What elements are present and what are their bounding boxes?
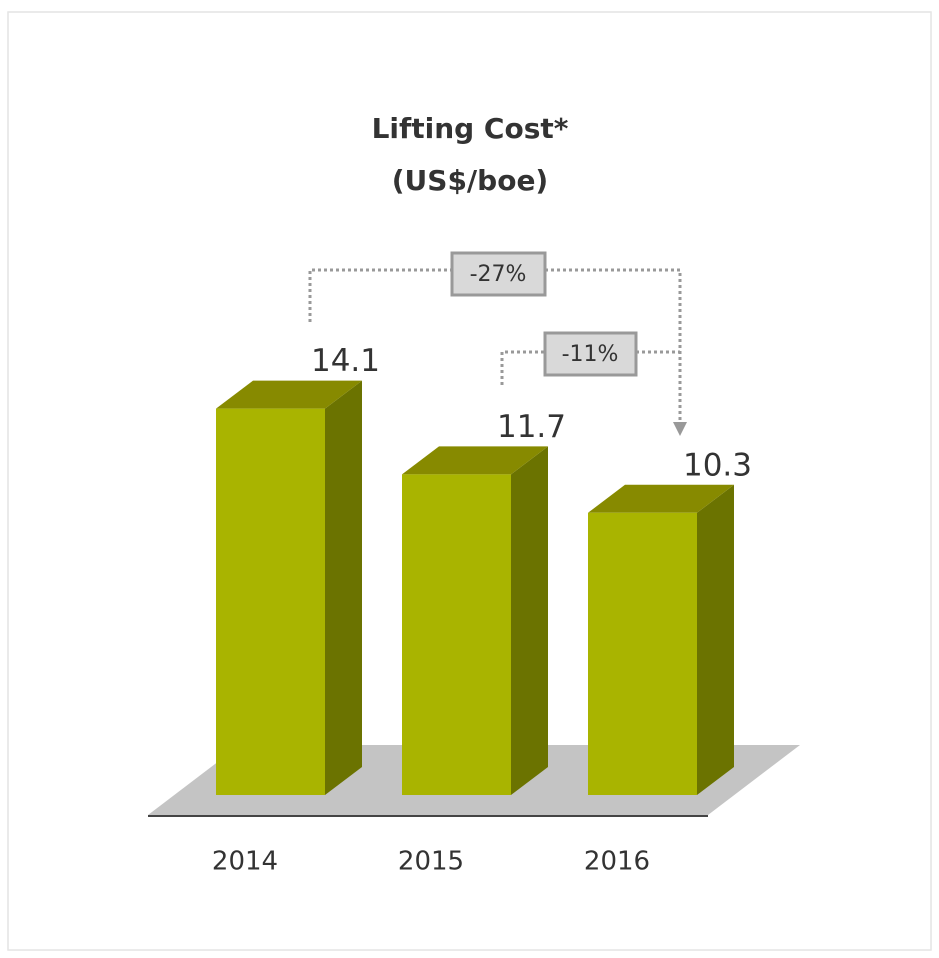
connector [500,350,545,385]
x-tick-label: 2014 [212,847,278,877]
bar-top [216,380,362,409]
connector [545,268,682,425]
bar [402,446,548,795]
bar-top [402,446,548,475]
bar-front [216,408,325,795]
annotation: -27% [470,262,527,287]
bar [588,484,734,795]
chart-title: Lifting Cost* [372,112,569,145]
bar-side [697,484,734,795]
bar [216,380,362,795]
annotation: -11% [562,342,619,367]
annotation-box [450,251,547,297]
bar-front [402,474,511,795]
connector [308,268,452,322]
value-label: 14.1 [311,343,380,379]
value-label: 11.7 [497,409,566,445]
value-label: 10.3 [683,447,752,483]
arrow-head [673,422,687,436]
annotation-box [543,331,638,377]
bar-side [511,446,548,795]
chart-subtitle: (US$/boe) [392,164,548,197]
bar-top [588,484,734,513]
annotation-lines [308,268,682,425]
bar-front [588,512,697,795]
x-tick-label: 2015 [398,847,464,877]
x-tick-label: 2016 [584,847,650,877]
bar-side [325,380,362,795]
